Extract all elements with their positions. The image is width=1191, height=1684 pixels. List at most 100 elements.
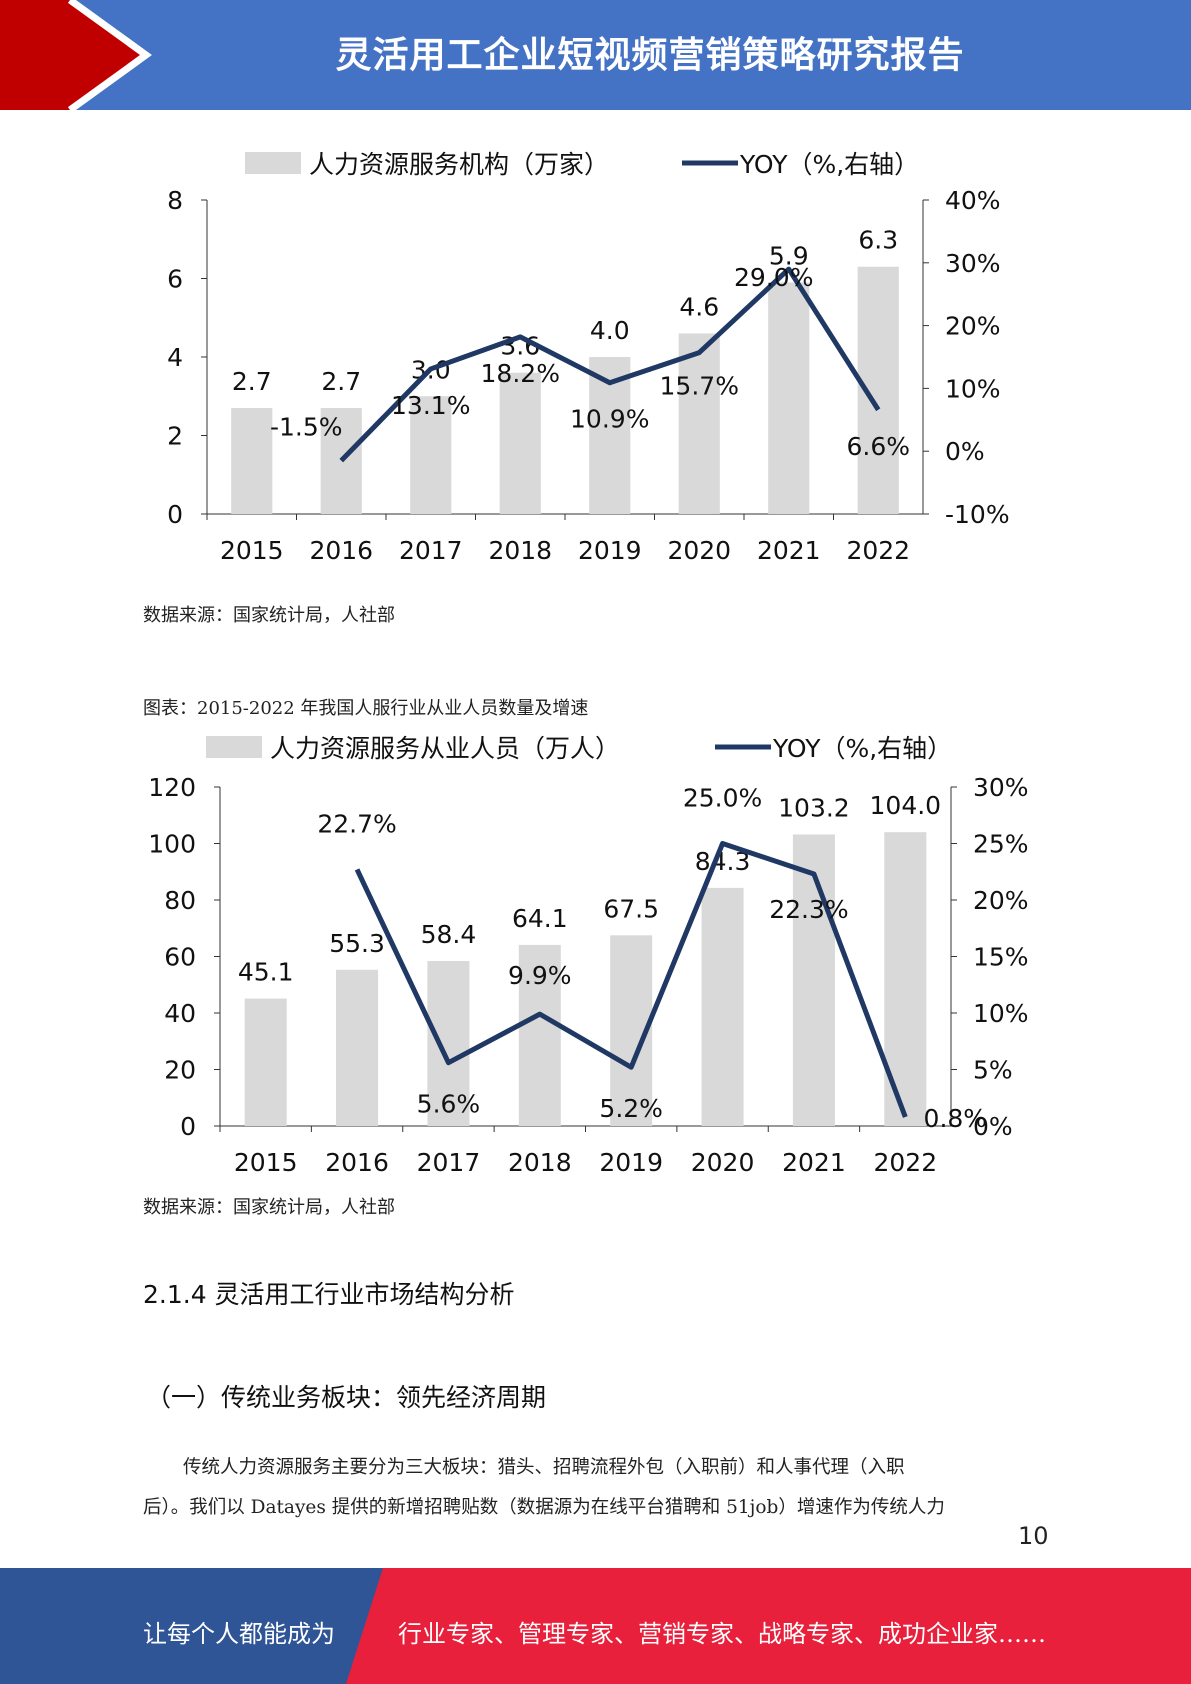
y-tick-label-left: 0 [167,500,183,529]
yoy-value-label: 22.7% [317,809,396,838]
y-tick-label-right: 10% [945,374,1001,403]
y-tick-label-right: -10% [945,500,1010,529]
yoy-value-label: 13.1% [391,391,470,420]
bar-value-label: 64.1 [512,904,568,933]
header-blue-band [0,0,1191,110]
header-banner [0,0,1191,110]
y-tick-label-left: 6 [167,265,183,294]
y-tick-label-left: 4 [167,343,183,372]
chart1-source-note: 数据来源：国家统计局，人社部 [143,605,395,626]
footer-banner [0,1568,1191,1684]
y-tick-label-left: 0 [180,1112,196,1141]
chart-hr-employees: 人力资源服务从业人员（万人） YOY（%,右轴） 0 20 40 60 80 100 120 0%… [148,734,1029,1175]
x-tick-label: 2019 [599,1148,663,1175]
y-tick-label-right: 15% [973,943,1029,972]
x-tick-label: 2022 [874,1148,938,1175]
bar [518,944,561,1126]
bar-value-label: 6.3 [858,226,898,255]
footer-slogan-right: 行业专家、管理专家、营销专家、战略专家、成功企业家…… [398,1620,1046,1648]
bar [410,396,452,514]
section-heading: 2.1.4 灵活用工行业市场结构分析 [143,1280,515,1309]
yoy-value-label: 15.7% [660,372,739,401]
footer-red-band [346,1568,1191,1684]
legend-line-label: YOY（%,右轴） [772,734,952,763]
yoy-value-label: 0.8% [924,1104,988,1133]
x-tick-label: 2017 [399,536,463,565]
x-tick-label: 2017 [417,1148,481,1175]
yoy-value-label: -1.5% [270,413,343,442]
yoy-line [354,841,908,1118]
chart-hr-agencies: 人力资源服务机构（万家） YOY（%,右轴） 0 2 4 6 8 -10% 0% 10% 20% 30… [167,150,1010,565]
yoy-value-label: 5.6% [417,1090,481,1119]
yoy-value-label: 6.6% [846,432,910,461]
bar-value-label: 45.1 [238,958,294,987]
yoy-value-label: 18.2% [481,359,560,388]
report-title: 灵活用工企业短视频营销策略研究报告 [335,35,965,76]
bar [499,372,541,514]
bar [427,961,470,1126]
y-tick-label-right: 30% [945,249,1001,278]
y-tick-label-right: 30% [973,773,1029,802]
y-tick-label-right: 40% [945,186,1001,215]
header-red-arrow [0,0,148,110]
y-tick-label-left: 60 [164,943,196,972]
page-number: 10 [1018,1522,1049,1550]
bar [320,408,362,514]
subsection-heading: （一）传统业务板块：领先经济周期 [146,1383,547,1412]
bar-value-label: 2.7 [232,367,272,396]
x-tick-label: 2021 [757,536,821,565]
bar-value-label: 103.2 [778,793,850,822]
y-tick-label-left: 8 [167,186,183,215]
bar [792,834,835,1126]
bar-value-label: 67.5 [603,894,659,923]
bar [231,408,273,514]
x-tick-label: 2018 [508,1148,572,1175]
bar [244,998,287,1126]
yoy-value-label: 22.3% [769,895,848,924]
bar [336,969,379,1126]
bar-value-label: 55.3 [329,929,385,958]
x-tick-label: 2018 [488,536,552,565]
x-tick-label: 2019 [578,536,642,565]
y-tick-label-left: 120 [148,773,196,802]
bar-value-label: 4.6 [679,292,719,321]
legend-bar-label: 人力资源服务机构（万家） [309,150,609,179]
bar-value-label: 5.9 [769,241,809,270]
y-tick-label-right: 25% [973,830,1029,859]
y-tick-label-left: 100 [148,830,196,859]
x-tick-label: 2020 [667,536,731,565]
bar-value-label: 2.7 [321,367,361,396]
y-tick-label-right: 0% [973,1112,1013,1141]
y-tick-label-left: 20 [164,1056,196,1085]
chart2-source-note: 数据来源：国家统计局，人社部 [143,1197,395,1218]
bar-value-label: 4.0 [590,316,630,345]
yoy-value-label: 10.9% [570,405,649,434]
x-tick-label: 2015 [234,1148,298,1175]
paragraph-line-1: 传统人力资源服务主要分为三大板块：猎头、招聘流程外包（入职前）和人事代理（入职 [183,1457,905,1478]
legend-line-label: YOY（%,右轴） [739,150,919,179]
bar-value-label: 58.4 [421,920,477,949]
y-tick-label-right: 20% [973,886,1029,915]
x-tick-label: 2015 [220,536,284,565]
x-tick-label: 2021 [782,1148,846,1175]
y-tick-label-right: 5% [973,1056,1013,1085]
x-tick-label: 2022 [846,536,910,565]
chart2-caption: 图表：2015-2022 年我国人服行业从业人员数量及增速 [143,698,589,719]
header-arrow-outline [67,0,152,110]
x-tick-label: 2020 [691,1148,755,1175]
y-tick-label-left: 80 [164,886,196,915]
y-tick-label-right: 20% [945,312,1001,341]
legend-bar-label: 人力资源服务从业人员（万人） [270,734,620,763]
y-tick-label-right: 10% [973,999,1029,1028]
y-tick-label-left: 2 [167,422,183,451]
yoy-value-label: 29.0% [734,263,813,292]
yoy-value-label: 5.2% [599,1094,663,1123]
footer-slogan-left: 让每个人都能成为 [143,1620,335,1648]
yoy-line [339,266,881,463]
y-tick-label-left: 40 [164,999,196,1028]
x-tick-label: 2016 [325,1148,389,1175]
paragraph-line-2: 后）。我们以 Datayes 提供的新增招聘贴数（数据源为在线平台猎聘和 51j… [143,1497,945,1518]
yoy-value-label: 9.9% [508,961,572,990]
bar [678,333,720,514]
bar [768,282,810,514]
